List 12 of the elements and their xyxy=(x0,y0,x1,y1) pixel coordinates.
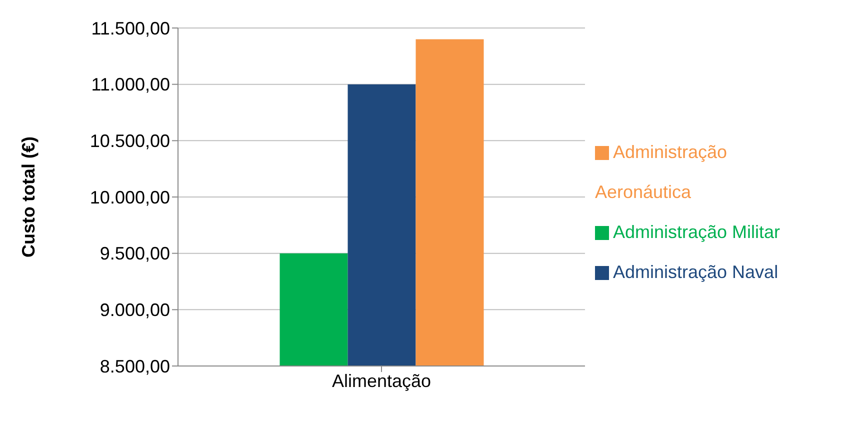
x-tick-label: Alimentação xyxy=(332,370,432,391)
y-axis-title: Custo total (€) xyxy=(18,136,38,258)
legend-label: Administração Aeronáutica xyxy=(595,142,728,202)
y-tick-label: 8.500,00 xyxy=(100,356,170,376)
y-tick-label: 9.500,00 xyxy=(100,244,170,264)
legend-label: Administração Militar xyxy=(613,222,780,242)
y-tick-label: 10.000,00 xyxy=(90,187,170,208)
y-tick-label: 11.500,00 xyxy=(91,18,170,38)
y-tick-label: 10.500,00 xyxy=(90,131,170,152)
legend-label: Administração Naval xyxy=(613,262,778,282)
y-tick-label: 9.000,00 xyxy=(100,300,170,320)
y-tick-label: 11.000,00 xyxy=(91,74,170,95)
